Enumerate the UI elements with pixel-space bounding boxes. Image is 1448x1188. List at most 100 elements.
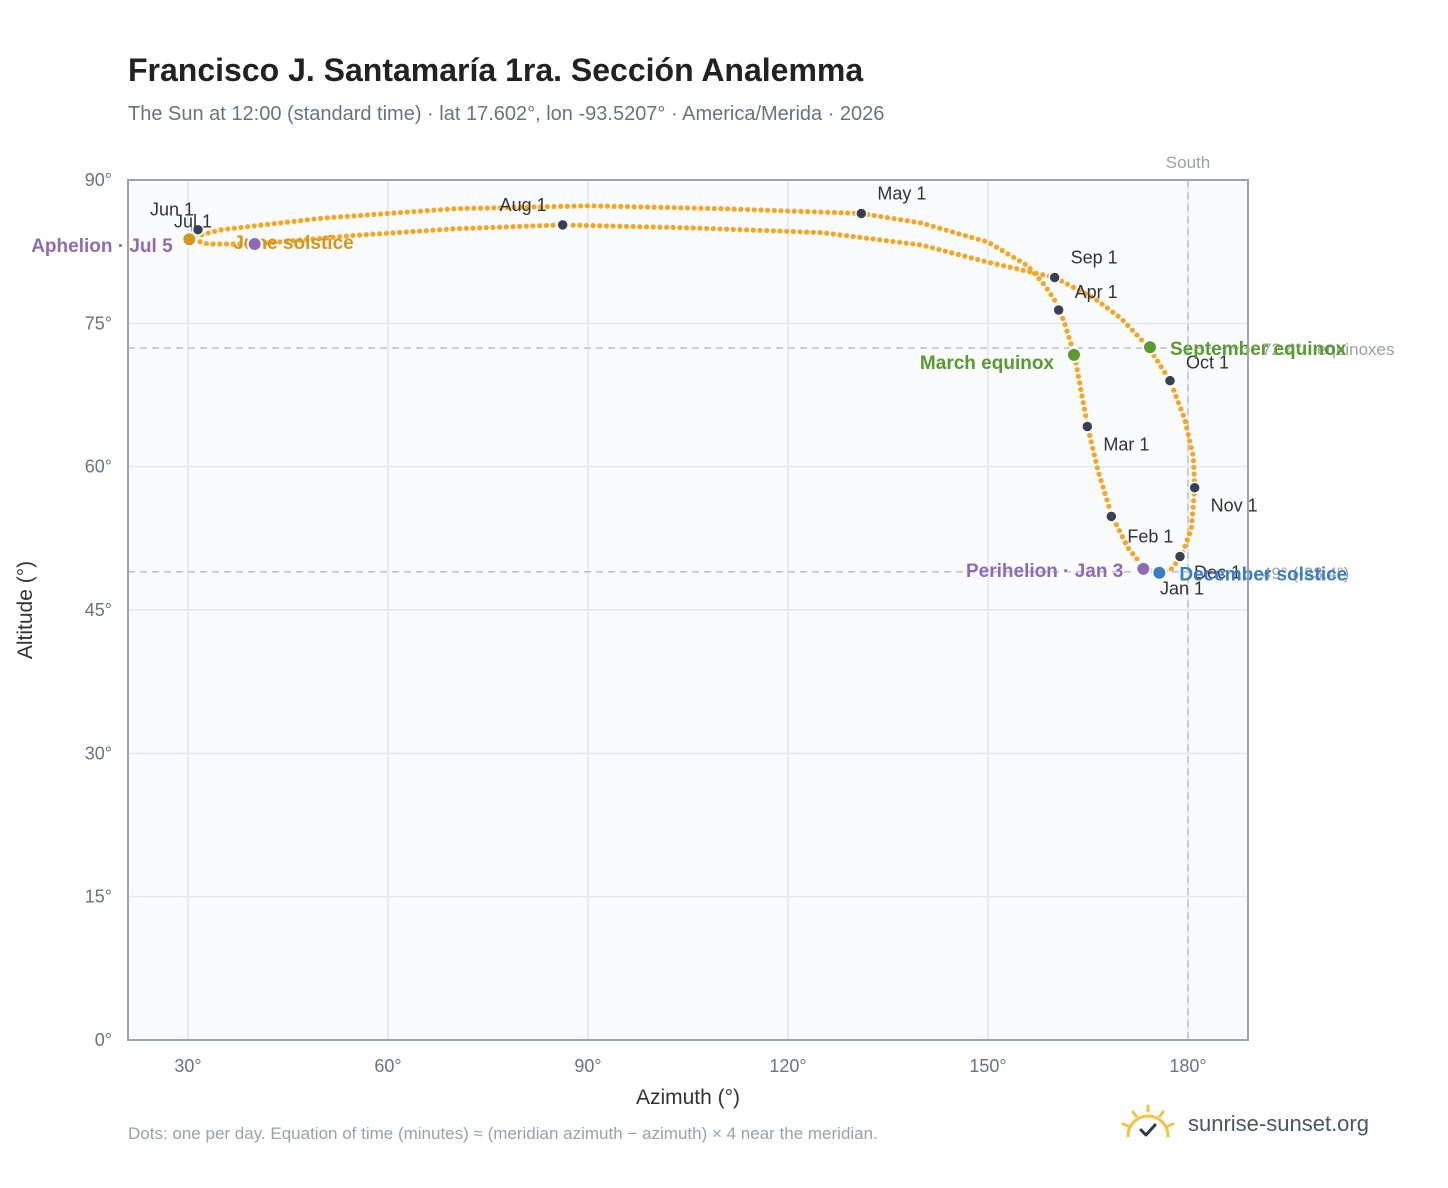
day-dot [311, 216, 317, 222]
day-dot [278, 220, 284, 226]
event-marker [1135, 560, 1152, 577]
day-dot [824, 230, 830, 236]
day-dot [717, 226, 723, 232]
day-dot [916, 242, 923, 248]
day-dot [543, 222, 549, 229]
day-dot [898, 217, 904, 223]
day-dot [777, 228, 783, 234]
y-tick-label: 60° [85, 457, 112, 477]
day-dot [298, 217, 304, 224]
day-dot [524, 204, 530, 210]
day-dot [218, 227, 224, 233]
event-marker [246, 236, 263, 253]
day-dot [896, 239, 903, 245]
day-dot [603, 223, 610, 229]
day-dot [943, 227, 949, 233]
y-axis-title: Altitude (°) [14, 561, 37, 659]
day-dot [1062, 322, 1068, 328]
day-dot [344, 213, 350, 219]
day-dot [564, 203, 570, 209]
day-dot [771, 207, 777, 214]
day-dot [904, 218, 910, 224]
day-dot [650, 224, 656, 230]
day-dot [750, 227, 756, 233]
day-dot [1016, 258, 1023, 264]
day-dot [1129, 327, 1135, 333]
day-dot [230, 241, 236, 247]
day-dot [870, 236, 876, 242]
day-dot [1106, 503, 1112, 509]
day-dot [857, 234, 863, 240]
day-dot [591, 203, 597, 209]
day-dot [670, 224, 676, 231]
day-dot [942, 248, 948, 254]
month-label: Dec 1 [1194, 562, 1241, 582]
day-dot [558, 203, 564, 209]
day-dot [1036, 276, 1042, 282]
day-dot [1173, 393, 1179, 400]
day-dot [1079, 393, 1085, 399]
day-dot [310, 236, 316, 242]
reference-line-label: 49° (-23.4°) [1262, 564, 1349, 583]
y-tick-label: 0° [95, 1030, 112, 1050]
event-label: March equinox [920, 353, 1055, 374]
day-dot [638, 204, 644, 210]
day-dot [910, 241, 916, 247]
day-dot [1100, 484, 1106, 490]
day-dot [205, 230, 211, 236]
day-dot [710, 226, 716, 232]
event-marker [1142, 339, 1158, 356]
y-tick-label: 45° [85, 600, 112, 620]
day-dot [283, 238, 290, 244]
day-dot [397, 229, 403, 236]
day-dot [264, 221, 271, 227]
day-dot [1188, 444, 1194, 451]
day-dot [323, 235, 329, 241]
day-dot [758, 207, 764, 213]
day-dot [1190, 504, 1196, 510]
day-dot [590, 223, 596, 229]
day-dot [251, 223, 257, 229]
day-dot [644, 204, 651, 210]
day-dot [1185, 431, 1191, 438]
day-dot [745, 206, 751, 213]
month-label: Feb 1 [1127, 526, 1173, 546]
day-dot [225, 226, 231, 232]
day-dot [1093, 458, 1099, 464]
month-marker [1173, 550, 1187, 563]
day-dot [623, 223, 630, 229]
day-dot [757, 227, 763, 233]
brand-logo[interactable]: sunrise-sunset.org [1120, 1102, 1369, 1146]
month-marker [855, 207, 868, 220]
x-tick-label: 120° [769, 1056, 806, 1076]
day-dot [343, 233, 349, 239]
day-dot [1125, 322, 1131, 328]
day-dot [1020, 267, 1026, 273]
day-dot [584, 203, 590, 209]
day-dot [718, 206, 724, 212]
month-label: Mar 1 [1103, 435, 1149, 455]
day-dot [371, 211, 377, 218]
day-dot [1191, 471, 1197, 477]
day-dot [1078, 386, 1084, 393]
footnote: Dots: one per day. Equation of time (min… [128, 1124, 878, 1143]
day-dot [969, 234, 975, 241]
day-dot [337, 234, 343, 240]
day-dot [956, 231, 962, 237]
day-dot [1119, 534, 1125, 540]
brand-name: sunrise-sunset.org [1188, 1111, 1369, 1136]
day-dot [1074, 367, 1080, 373]
day-dot [550, 222, 556, 228]
day-dot [878, 213, 884, 220]
day-dot [618, 203, 624, 210]
day-dot [304, 217, 310, 223]
day-dot [1011, 254, 1017, 261]
day-dot [364, 212, 370, 218]
y-tick-label: 30° [85, 743, 112, 763]
day-dot [1122, 540, 1128, 546]
day-dot [404, 209, 410, 215]
day-dot [1064, 328, 1070, 334]
event-label: Perihelion · Jan 3 [966, 561, 1123, 582]
